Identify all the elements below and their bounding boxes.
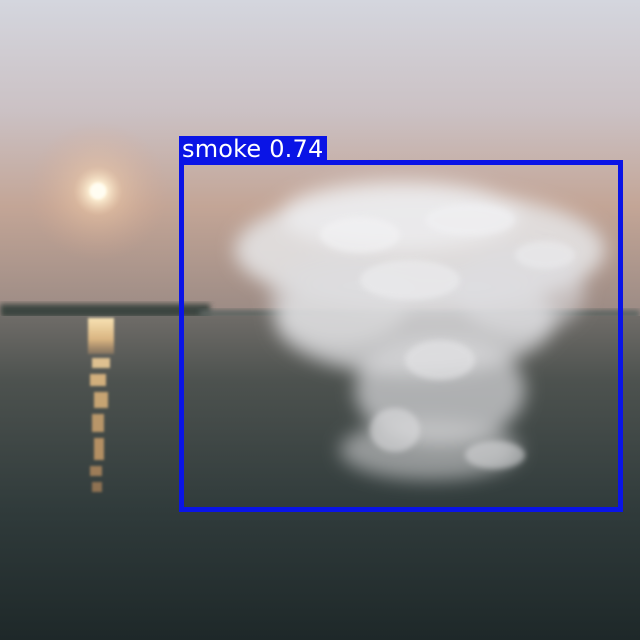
smoke-texture	[320, 204, 575, 469]
detection-bounding-box	[179, 160, 623, 512]
water	[0, 316, 640, 640]
sun	[90, 183, 106, 199]
shoreline-left	[0, 304, 210, 318]
sun-reflection	[88, 318, 114, 492]
detection-label: smoke 0.74	[179, 136, 328, 163]
